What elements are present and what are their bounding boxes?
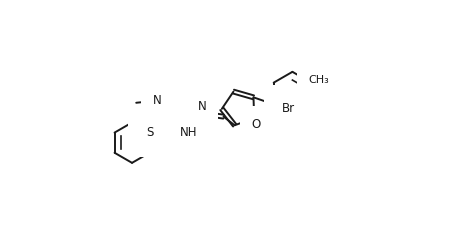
Text: NH: NH	[180, 126, 198, 139]
Text: S: S	[146, 126, 153, 139]
Text: Br: Br	[281, 103, 295, 115]
Text: N: N	[197, 100, 206, 113]
Text: CH₃: CH₃	[308, 75, 328, 85]
Text: N: N	[153, 94, 161, 107]
Text: O: O	[251, 118, 260, 131]
